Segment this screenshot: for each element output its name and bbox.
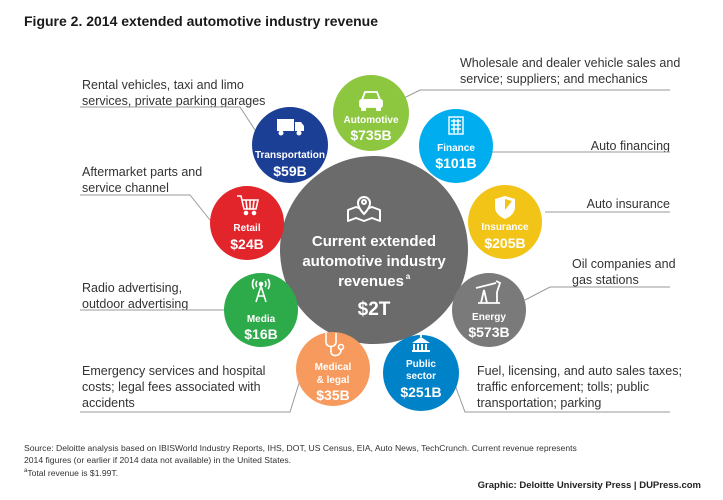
retail-value: $24B: [230, 236, 263, 252]
transportation-description: Rental vehicles, taxi and limo services, …: [82, 78, 266, 108]
retail-description: Aftermarket parts and service channel: [82, 165, 203, 195]
automotive-label: Automotive: [344, 115, 399, 126]
graphic-credit: Graphic: Deloitte University Press | DUP…: [477, 480, 701, 491]
automotive-connector: [399, 89, 670, 101]
antenna-icon: [251, 278, 271, 303]
car-icon: [359, 91, 383, 111]
medical-label: Medical: [315, 362, 352, 373]
oil-pump-icon: [475, 280, 502, 304]
calculator-icon: [448, 116, 464, 135]
public-connector: [454, 384, 670, 413]
medical-legal-circle: Medical & legal $35B: [296, 332, 370, 406]
capitol-icon: [412, 333, 430, 352]
automotive-description: Wholesale and dealer vehicle sales and se…: [460, 56, 681, 86]
energy-connector: [524, 286, 670, 301]
automotive-circle: Automotive $735B: [333, 75, 409, 151]
medical-label2: & legal: [317, 375, 350, 386]
energy-value: $573B: [468, 324, 509, 340]
truck-icon: [277, 119, 304, 136]
transportation-connector: [80, 106, 256, 131]
finance-circle: Finance $101B: [419, 109, 493, 183]
finance-description: Auto financing: [590, 139, 670, 153]
insurance-value: $205B: [484, 235, 525, 251]
insurance-circle: Insurance $205B: [468, 185, 542, 259]
energy-label: Energy: [472, 312, 506, 323]
media-description: Radio advertising, outdoor advertising: [82, 281, 189, 311]
medical-value: $35B: [316, 387, 349, 403]
retail-connector: [80, 194, 211, 221]
center-value: $2T: [358, 299, 391, 320]
center-sup: a: [406, 272, 411, 281]
medical-connector: [80, 379, 301, 413]
public-label2: sector: [406, 371, 436, 382]
public-sector-description: Fuel, licensing, and auto sales taxes; tr…: [477, 364, 682, 410]
automotive-value: $735B: [350, 127, 391, 143]
map-pin-icon: [347, 196, 381, 222]
transportation-value: $59B: [273, 163, 306, 179]
transportation-circle: Transportation $59B: [252, 107, 328, 183]
figure-title: Figure 2. 2014 extended automotive indus…: [24, 13, 378, 29]
center-line1: Current extended: [312, 233, 436, 250]
finance-value: $101B: [435, 155, 476, 171]
media-value: $16B: [244, 326, 277, 342]
retail-circle: Retail $24B: [210, 186, 284, 260]
public-value: $251B: [400, 384, 441, 400]
cart-icon: [237, 195, 259, 216]
energy-description: Oil companies and gas stations: [572, 257, 676, 287]
stethoscope-icon: [325, 333, 345, 357]
media-circle: Media $16B: [224, 273, 298, 347]
media-label: Media: [247, 314, 276, 325]
energy-circle: Energy $573B: [452, 273, 526, 347]
transportation-label: Transportation: [255, 150, 325, 161]
finance-label: Finance: [437, 143, 475, 154]
shield-icon: [495, 196, 515, 219]
public-label: Public: [406, 359, 436, 370]
center-circle: Current extended automotive industry rev…: [280, 156, 468, 344]
medical-legal-description: Emergency services and hospital costs; le…: [82, 364, 266, 410]
insurance-label: Insurance: [481, 222, 529, 233]
source-footnote: Source: Deloitte analysis based on IBISW…: [24, 443, 577, 478]
insurance-description: Auto insurance: [586, 197, 670, 211]
center-line3: revenues: [338, 273, 404, 290]
retail-label: Retail: [233, 223, 260, 234]
public-sector-circle: Public sector $251B: [383, 333, 459, 411]
center-line2: automotive industry: [302, 253, 446, 270]
